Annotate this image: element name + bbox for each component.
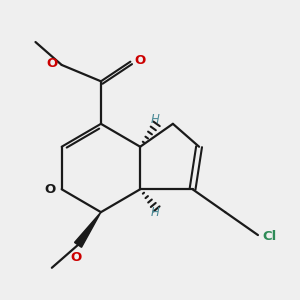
Text: O: O <box>134 53 146 67</box>
Text: O: O <box>46 57 58 70</box>
Text: H: H <box>151 206 159 219</box>
Text: H: H <box>151 113 159 126</box>
Text: O: O <box>71 251 82 264</box>
Text: Cl: Cl <box>263 230 277 243</box>
Polygon shape <box>74 212 101 247</box>
Text: O: O <box>44 183 56 196</box>
